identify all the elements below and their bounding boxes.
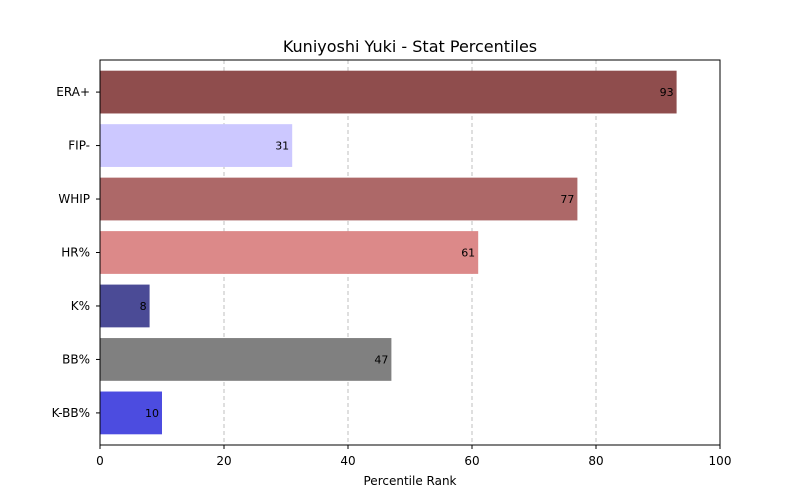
x-tick-label: 20 bbox=[216, 454, 231, 468]
x-tick-label: 0 bbox=[96, 454, 104, 468]
y-tick-label: K-BB% bbox=[52, 406, 90, 420]
data-label: 31 bbox=[275, 140, 289, 153]
data-label: 93 bbox=[660, 86, 674, 99]
bars-group: 93 31 77 61 8 47 10 bbox=[100, 70, 677, 435]
bar-k-bb- bbox=[100, 391, 162, 435]
data-label: 47 bbox=[374, 353, 388, 366]
y-tick-label: FIP- bbox=[68, 139, 90, 153]
x-tick-label: 100 bbox=[709, 454, 732, 468]
data-label: 10 bbox=[145, 407, 159, 420]
x-tick-label: 80 bbox=[588, 454, 603, 468]
bar-k- bbox=[100, 284, 150, 328]
x-tick-label: 40 bbox=[340, 454, 355, 468]
chart-title: Kuniyoshi Yuki - Stat Percentiles bbox=[283, 37, 537, 56]
y-tick-label: ERA+ bbox=[56, 85, 90, 99]
data-label: 61 bbox=[461, 247, 475, 260]
bar-bb- bbox=[100, 338, 392, 381]
y-tick-labels: ERA+ FIP- WHIP HR% K% BB% K-BB% bbox=[52, 85, 100, 420]
x-tick-labels: 0 20 40 60 80 100 bbox=[96, 445, 731, 468]
bar-fip- bbox=[100, 124, 293, 167]
bar-hr- bbox=[100, 231, 479, 274]
y-tick-label: BB% bbox=[62, 352, 90, 366]
bar-era- bbox=[100, 70, 677, 114]
y-tick-label: WHIP bbox=[58, 192, 90, 206]
y-tick-label: HR% bbox=[61, 246, 90, 260]
x-tick-label: 60 bbox=[464, 454, 479, 468]
y-tick-label: K% bbox=[71, 299, 90, 313]
data-label: 8 bbox=[140, 300, 147, 313]
plot-frame bbox=[99, 59, 721, 446]
x-axis-label: Percentile Rank bbox=[364, 474, 457, 488]
bar-whip bbox=[100, 177, 578, 221]
data-label: 77 bbox=[560, 193, 574, 206]
